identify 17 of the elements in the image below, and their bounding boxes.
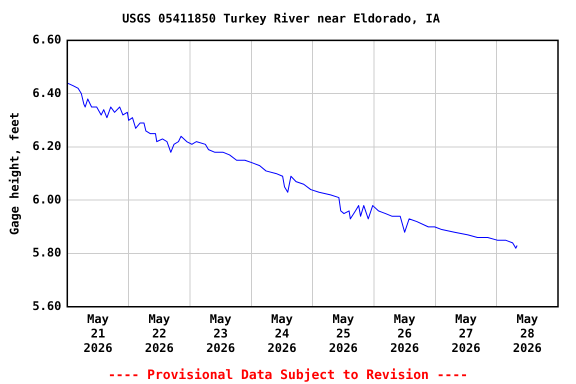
y-tick-label: 5.80 xyxy=(32,246,62,260)
x-tick-label: May 22 2026 xyxy=(144,312,174,355)
x-tick-label: May 23 2026 xyxy=(206,312,236,355)
y-tick-label: 5.60 xyxy=(32,298,62,313)
y-tick-label: 6.00 xyxy=(32,192,62,206)
x-tick-label: May 25 2026 xyxy=(328,312,358,355)
text: ---- Provisional Data Subject to Revision ---- xyxy=(108,368,468,383)
x-tick-label: May 26 2026 xyxy=(390,312,420,355)
x-tick-label: May 24 2026 xyxy=(268,312,296,355)
y-tick-label: 6.60 xyxy=(32,32,62,47)
x-tick-label: May 21 2026 xyxy=(84,312,112,355)
y-axis-title: Gage height, feet xyxy=(7,112,22,236)
x-tick-label: May 27 2026 xyxy=(452,312,480,355)
y-tick-label: 6.20 xyxy=(32,139,62,154)
chart-title: USGS 05411850 Turkey River near Eldorado, IA xyxy=(122,11,441,26)
y-tick-label: 6.40 xyxy=(32,86,62,100)
x-tick-label: May 28 2026 xyxy=(512,312,542,355)
